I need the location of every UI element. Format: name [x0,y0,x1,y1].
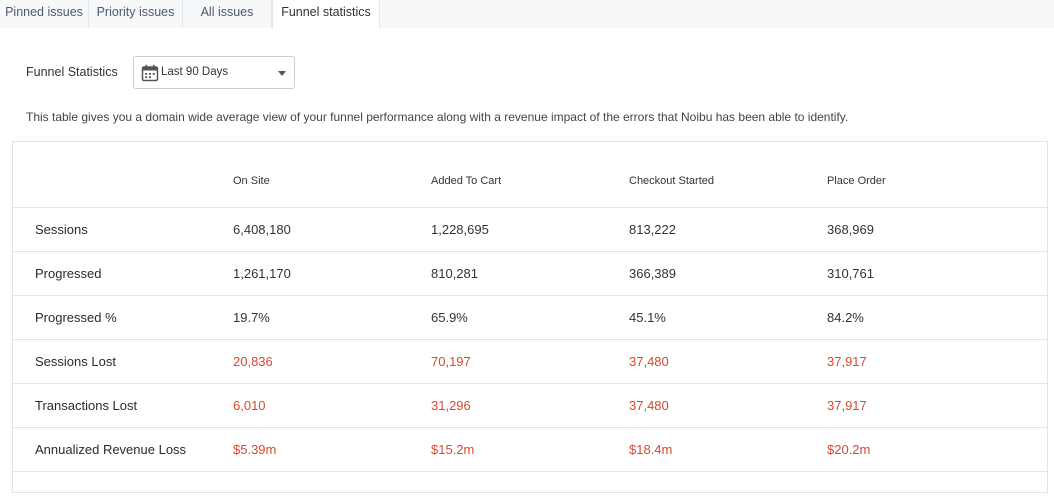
table-row: Transactions Lost 6,010 31,296 37,480 37… [13,384,1047,428]
column-header-added-to-cart: Added To Cart [431,175,502,187]
date-range-dropdown[interactable]: Last 90 Days [133,56,295,89]
table-cell: $20.2m [827,442,871,457]
table-cell: 813,222 [629,222,676,237]
table-row: Sessions 6,408,180 1,228,695 813,222 368… [13,208,1047,252]
funnel-table: On Site Added To Cart Checkout Started P… [12,141,1048,493]
table-cell: 37,480 [629,398,669,413]
tab-funnel-statistics[interactable]: Funnel statistics [272,0,380,28]
table-cell: 37,917 [827,354,867,369]
table-cell: 37,480 [629,354,669,369]
table-cell: $15.2m [431,442,475,457]
tab-priority-issues[interactable]: Priority issues [89,0,183,28]
date-range-value: Last 90 Days [161,66,229,78]
tab-pinned-issues[interactable]: Pinned issues [0,0,89,28]
row-label: Annualized Revenue Loss [35,442,187,457]
table-cell: 366,389 [629,266,676,281]
table-cell: 70,197 [431,354,471,369]
table-cell: $18.4m [629,442,673,457]
table-cell: 65.9% [431,310,468,325]
table-cell: 19.7% [233,310,270,325]
table-row: Progressed 1,261,170 810,281 366,389 310… [13,252,1047,296]
table-cell: 6,010 [233,398,266,413]
table-description: This table gives you a domain wide avera… [26,110,849,124]
row-label: Progressed % [35,310,117,325]
column-header-checkout-started: Checkout Started [629,175,714,187]
table-cell: 45.1% [629,310,666,325]
calendar-icon [141,64,159,82]
table-cell: 368,969 [827,222,874,237]
table-cell: 810,281 [431,266,478,281]
table-row: Sessions Lost 20,836 70,197 37,480 37,91… [13,340,1047,384]
table-row: Annualized Revenue Loss $5.39m $15.2m $1… [13,428,1047,472]
tab-all-issues[interactable]: All issues [183,0,272,28]
column-header-place-order: Place Order [827,175,886,187]
table-cell: $5.39m [233,442,277,457]
chevron-down-icon [278,71,286,76]
table-header-row: On Site Added To Cart Checkout Started P… [13,142,1047,208]
column-header-on-site: On Site [233,175,270,187]
table-cell: 84.2% [827,310,864,325]
table-cell: 310,761 [827,266,874,281]
row-label: Transactions Lost [35,398,138,413]
funnel-statistics-label: Funnel Statistics [26,65,118,79]
table-cell: 31,296 [431,398,471,413]
table-cell: 1,261,170 [233,266,291,281]
table-cell: 1,228,695 [431,222,489,237]
table-cell: 37,917 [827,398,867,413]
table-cell: 6,408,180 [233,222,291,237]
row-label: Progressed [35,266,102,281]
row-label: Sessions [35,222,88,237]
table-row: Progressed % 19.7% 65.9% 45.1% 84.2% [13,296,1047,340]
row-label: Sessions Lost [35,354,116,369]
tab-bar: Pinned issues Priority issues All issues… [0,0,1054,28]
table-cell: 20,836 [233,354,273,369]
